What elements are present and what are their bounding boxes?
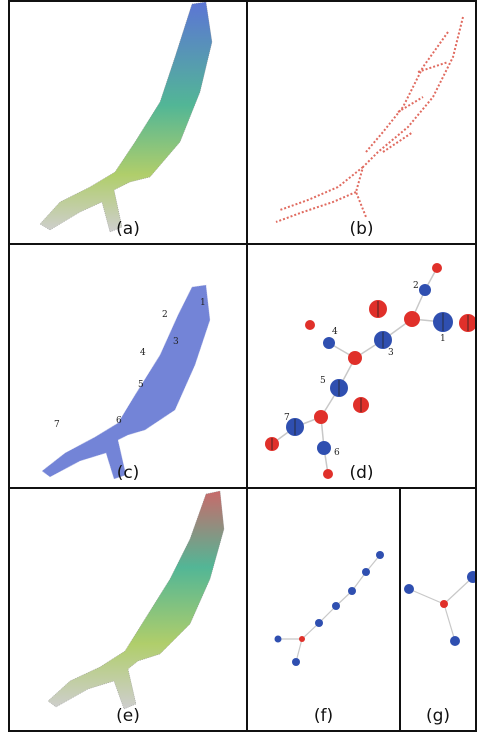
node-blue bbox=[323, 337, 335, 349]
node-red bbox=[348, 351, 362, 365]
panel-b: (b) bbox=[246, 0, 477, 245]
node-red bbox=[323, 469, 333, 479]
node-red bbox=[305, 320, 315, 330]
panel-a: (a) bbox=[8, 0, 248, 245]
panel-c: 2 1 4 3 5 7 6 (c) bbox=[8, 243, 248, 489]
node-blue bbox=[274, 635, 282, 643]
label-c-6: 6 bbox=[116, 416, 122, 426]
label-c-2: 2 bbox=[162, 310, 168, 320]
label-d-2: 2 bbox=[413, 281, 419, 291]
label-c-5: 5 bbox=[138, 380, 144, 390]
node-red bbox=[314, 410, 328, 424]
node-blue bbox=[467, 571, 475, 583]
label-c-4: 4 bbox=[140, 348, 146, 358]
node-blue bbox=[348, 587, 356, 595]
panel-a-mesh bbox=[39, 2, 213, 233]
node-blue bbox=[376, 551, 384, 559]
panel-g-graph bbox=[404, 571, 475, 646]
graph-nodes bbox=[265, 263, 475, 479]
node-blue bbox=[419, 284, 431, 296]
caption-g: (g) bbox=[425, 706, 451, 726]
caption-a: (a) bbox=[116, 219, 140, 239]
label-d-7: 7 bbox=[284, 413, 290, 423]
node-blue bbox=[292, 658, 300, 666]
panel-g: (g) bbox=[399, 487, 477, 732]
vessel-mesh bbox=[48, 491, 224, 709]
label-c-1: 1 bbox=[200, 298, 206, 308]
label-d-5: 5 bbox=[320, 376, 326, 386]
node-red bbox=[432, 263, 442, 273]
vessel-mesh bbox=[40, 2, 212, 232]
label-c-3: 3 bbox=[173, 337, 179, 347]
label-d-6: 6 bbox=[334, 448, 340, 458]
node-red bbox=[299, 636, 305, 642]
node-blue bbox=[315, 619, 323, 627]
label-c-7: 7 bbox=[54, 420, 60, 430]
node-blue bbox=[450, 636, 460, 646]
node-blue bbox=[362, 568, 370, 576]
panel-d-graph: 2 4 3 1 5 7 6 bbox=[265, 263, 475, 479]
node-red bbox=[440, 600, 448, 608]
caption-d: (d) bbox=[349, 463, 374, 483]
panel-e-mesh bbox=[47, 490, 225, 710]
panel-b-skeleton bbox=[275, 16, 464, 223]
vessel-mesh-segmented bbox=[42, 285, 210, 479]
label-d-1: 1 bbox=[440, 334, 446, 344]
panel-e: (e) bbox=[8, 487, 248, 732]
caption-e: (e) bbox=[116, 706, 140, 726]
caption-c: (c) bbox=[116, 463, 140, 483]
label-d-4: 4 bbox=[332, 327, 338, 337]
node-blue bbox=[332, 602, 340, 610]
node-red bbox=[404, 311, 420, 327]
node-blue bbox=[404, 584, 414, 594]
panel-c-mesh: 2 1 4 3 5 7 6 bbox=[41, 284, 211, 480]
panel-d: 2 4 3 1 5 7 6 (d) bbox=[246, 243, 477, 489]
panel-f-graph bbox=[274, 551, 384, 666]
caption-f: (f) bbox=[313, 706, 334, 726]
node-blue bbox=[317, 441, 331, 455]
caption-b: (b) bbox=[349, 219, 374, 239]
label-d-3: 3 bbox=[388, 348, 394, 358]
node-red bbox=[459, 314, 475, 332]
panel-f: (f) bbox=[246, 487, 401, 732]
